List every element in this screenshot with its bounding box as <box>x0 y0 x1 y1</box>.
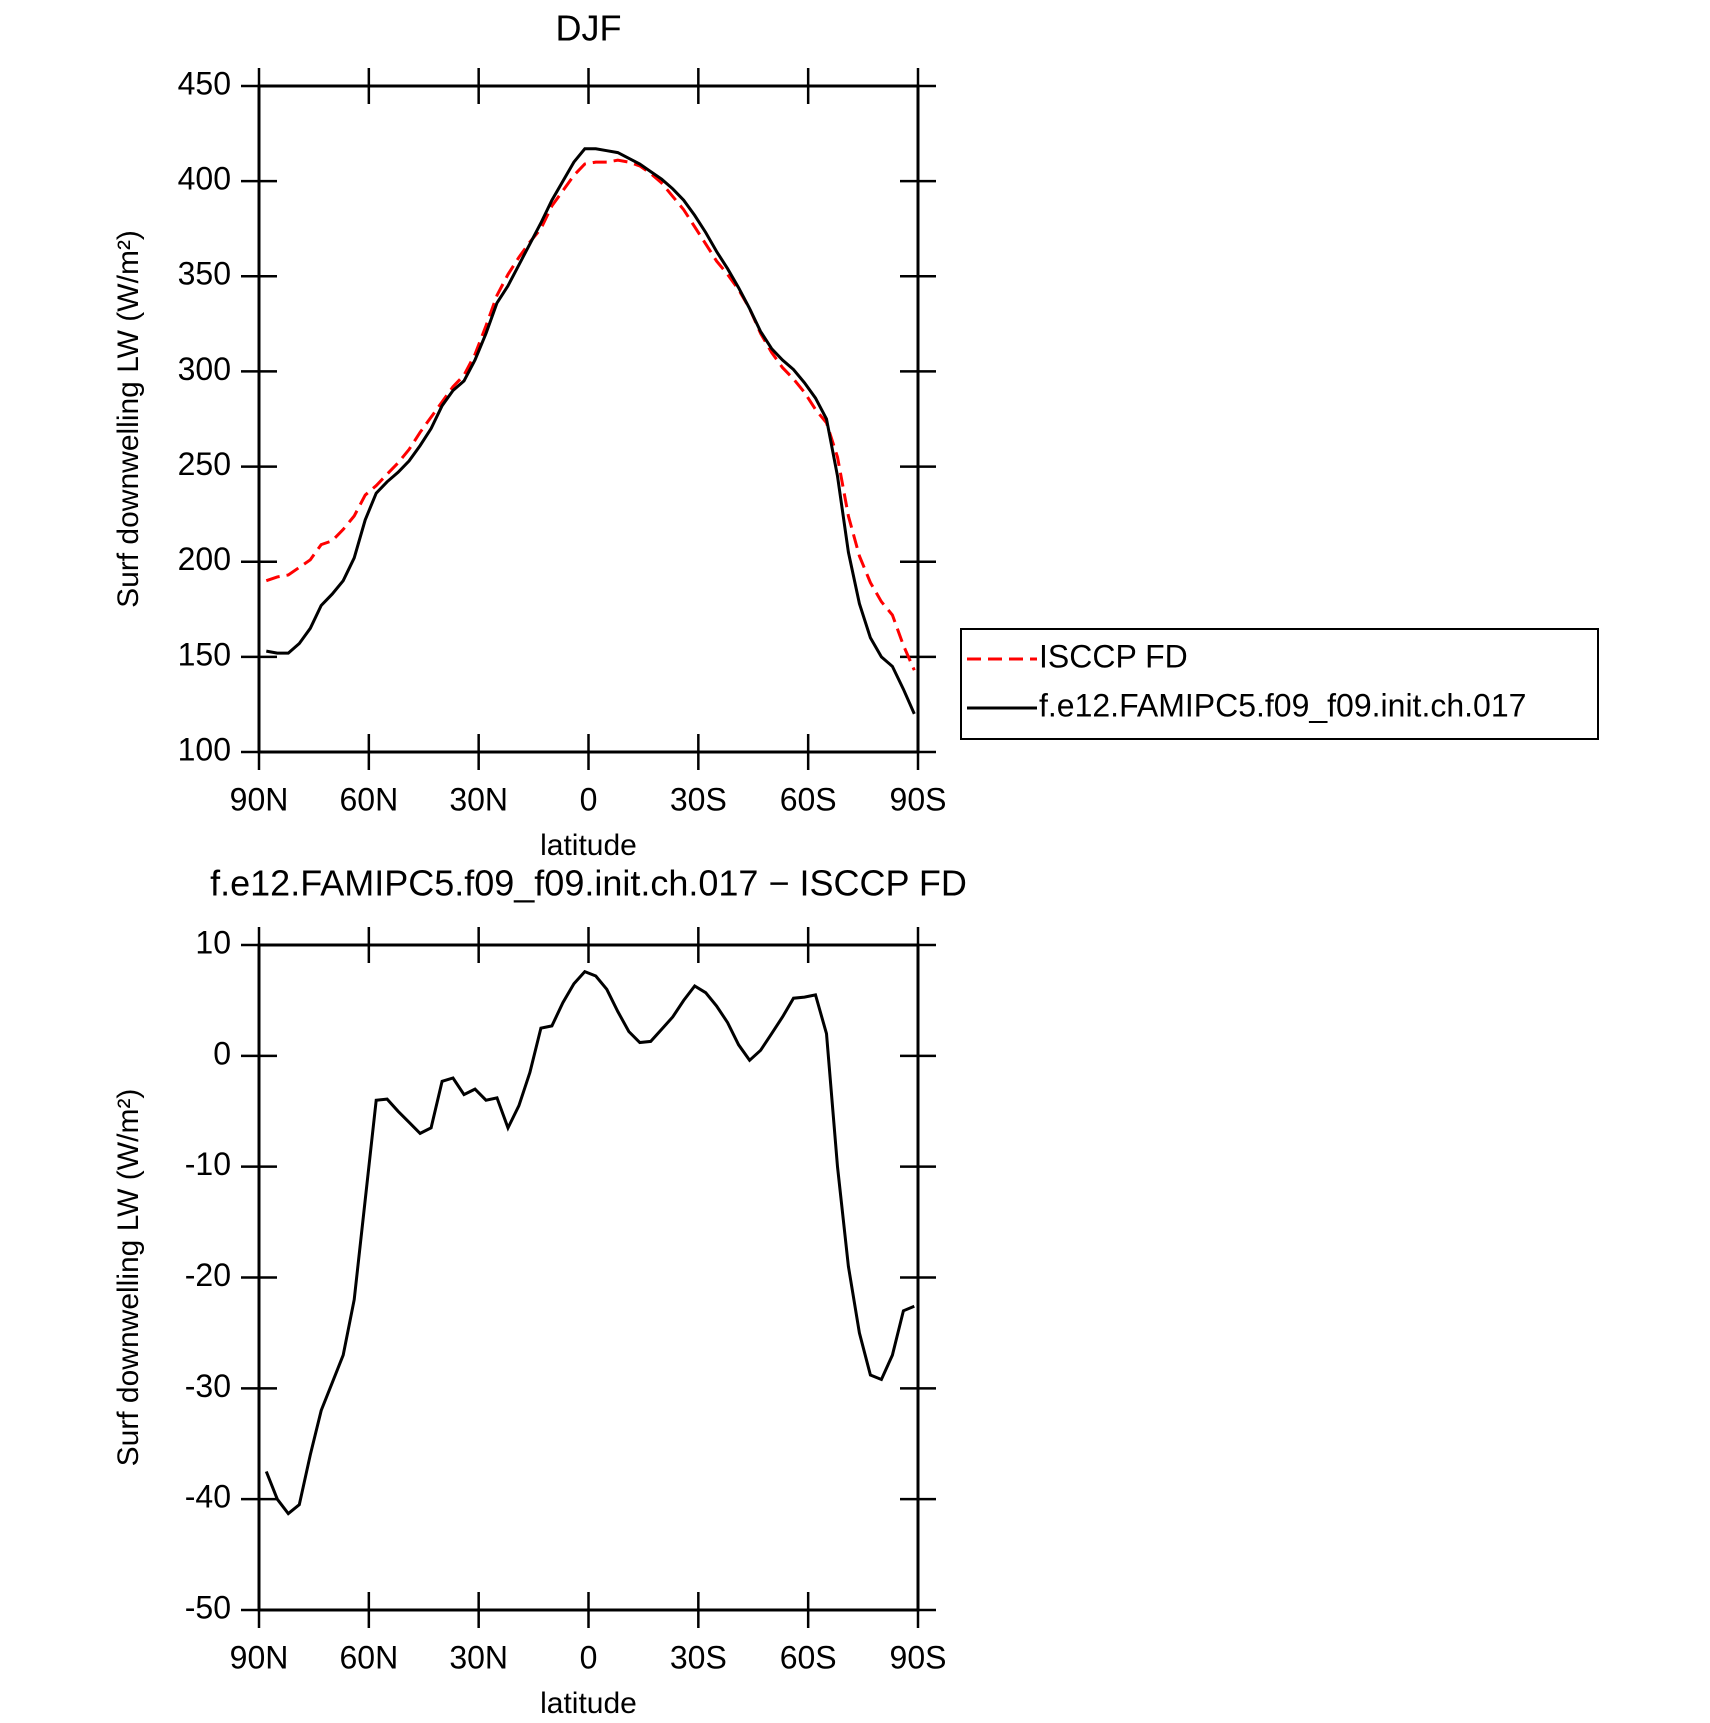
plot-frame <box>257 84 920 754</box>
y-tick-label: 0 <box>213 1035 231 1071</box>
x-axis-label: latitude <box>540 1687 637 1720</box>
y-tick-label: -40 <box>185 1479 231 1515</box>
x-tick-label: 30N <box>449 781 508 817</box>
legend-label: ISCCP FD <box>1039 638 1188 674</box>
x-tick-label: 30N <box>449 1639 508 1675</box>
x-axis-label: latitude <box>540 829 637 862</box>
data-line <box>266 147 916 715</box>
chart-title: DJF <box>556 8 622 49</box>
y-axis-label: Surf downwelling LW (W/m²) <box>112 230 145 608</box>
data-line <box>265 158 916 671</box>
x-tick-label: 90S <box>890 781 947 817</box>
y-tick-label: 350 <box>178 256 231 292</box>
x-tick-label: 60S <box>780 1639 837 1675</box>
y-tick-label: -20 <box>185 1257 231 1293</box>
plot: DJF 100 150 200 250 300 350 400 450 90N 60N 30N 0 30S… <box>112 8 1599 862</box>
x-tick-label: 90S <box>890 1639 947 1675</box>
chart-title: f.e12.FAMIPC5.f09_f09.init.ch.017 − ISCC… <box>210 863 967 904</box>
y-tick-label: 450 <box>178 65 231 101</box>
y-tick-label: 250 <box>178 446 231 482</box>
x-tick-label: 90N <box>230 1639 289 1675</box>
data-line <box>264 969 915 1516</box>
y-tick-label: -30 <box>185 1368 231 1404</box>
legend-label: f.e12.FAMIPC5.f09_f09.init.ch.017 <box>1039 687 1526 723</box>
y-tick-label: -50 <box>185 1589 231 1625</box>
y-tick-label: 150 <box>178 636 231 672</box>
y-tick-label: 10 <box>195 924 231 960</box>
y-tick-label: 100 <box>178 731 231 767</box>
y-tick-label: 300 <box>178 351 231 387</box>
x-tick-label: 30S <box>670 781 727 817</box>
y-tick-label: 200 <box>178 541 231 577</box>
x-tick-label: 30S <box>670 1639 727 1675</box>
x-tick-label: 0 <box>580 781 598 817</box>
x-tick-label: 90N <box>230 781 289 817</box>
x-tick-label: 60N <box>339 781 398 817</box>
y-tick-label: -10 <box>185 1146 231 1182</box>
x-tick-label: 60S <box>780 781 837 817</box>
x-tick-label: 60N <box>339 1639 398 1675</box>
y-axis-label: Surf downwelling LW (W/m²) <box>112 1089 145 1467</box>
plot: f.e12.FAMIPC5.f09_f09.init.ch.017 − ISCC… <box>112 863 967 1720</box>
x-tick-label: 0 <box>580 1639 598 1675</box>
legend-box <box>960 628 1599 740</box>
y-tick-label: 400 <box>178 161 231 197</box>
